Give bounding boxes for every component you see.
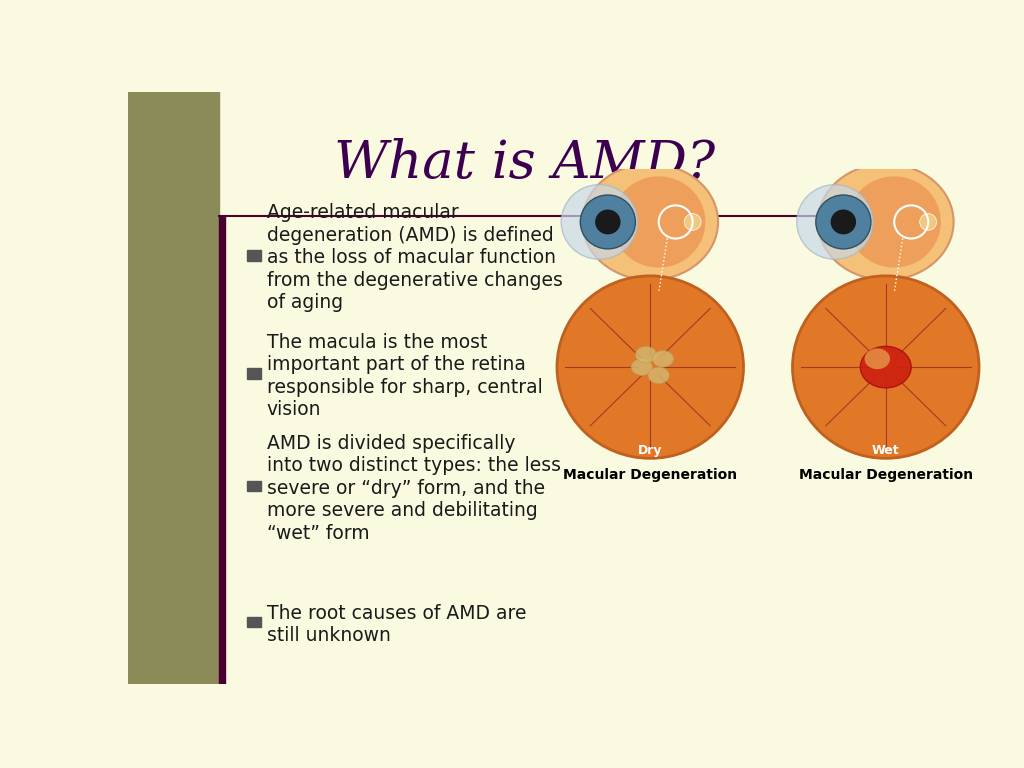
- Circle shape: [920, 214, 937, 230]
- Text: What is AMD?: What is AMD?: [334, 137, 716, 189]
- Ellipse shape: [818, 164, 953, 280]
- Text: AMD is divided specifically: AMD is divided specifically: [267, 434, 515, 453]
- Ellipse shape: [864, 349, 890, 369]
- Circle shape: [557, 276, 743, 458]
- Text: responsible for sharp, central: responsible for sharp, central: [267, 378, 543, 397]
- Text: The macula is the most: The macula is the most: [267, 333, 487, 352]
- Circle shape: [830, 210, 856, 234]
- Text: from the degenerative changes: from the degenerative changes: [267, 270, 563, 290]
- Text: more severe and debilitating: more severe and debilitating: [267, 502, 538, 521]
- Circle shape: [793, 276, 979, 458]
- Ellipse shape: [648, 367, 670, 384]
- Bar: [247, 481, 261, 492]
- Text: severe or “dry” form, and the: severe or “dry” form, and the: [267, 479, 545, 498]
- Circle shape: [684, 214, 701, 230]
- Text: “wet” form: “wet” form: [267, 524, 370, 543]
- Text: Dry: Dry: [638, 444, 663, 456]
- Bar: [219, 217, 225, 684]
- Ellipse shape: [860, 346, 911, 388]
- Text: Macular Degeneration: Macular Degeneration: [563, 468, 737, 482]
- Ellipse shape: [631, 359, 652, 376]
- Text: important part of the retina: important part of the retina: [267, 356, 525, 374]
- Circle shape: [816, 195, 871, 249]
- Bar: [247, 369, 261, 379]
- Ellipse shape: [636, 346, 656, 363]
- Text: The root causes of AMD are: The root causes of AMD are: [267, 604, 526, 623]
- Circle shape: [581, 195, 636, 249]
- Bar: [247, 617, 261, 627]
- Text: Wet: Wet: [872, 444, 899, 456]
- Bar: [128, 92, 219, 684]
- Ellipse shape: [612, 177, 706, 267]
- Text: Macular Degeneration: Macular Degeneration: [799, 468, 973, 482]
- Circle shape: [595, 210, 621, 234]
- Text: degeneration (AMD) is defined: degeneration (AMD) is defined: [267, 226, 554, 245]
- Ellipse shape: [561, 184, 638, 260]
- Ellipse shape: [583, 164, 718, 280]
- Ellipse shape: [652, 350, 674, 367]
- Text: as the loss of macular function: as the loss of macular function: [267, 248, 556, 267]
- Text: of aging: of aging: [267, 293, 343, 312]
- Bar: [247, 250, 261, 260]
- Ellipse shape: [848, 177, 941, 267]
- Text: into two distinct types: the less: into two distinct types: the less: [267, 456, 561, 475]
- Text: Age-related macular: Age-related macular: [267, 204, 459, 222]
- Ellipse shape: [797, 184, 873, 260]
- Text: still unknown: still unknown: [267, 626, 391, 645]
- Text: vision: vision: [267, 400, 322, 419]
